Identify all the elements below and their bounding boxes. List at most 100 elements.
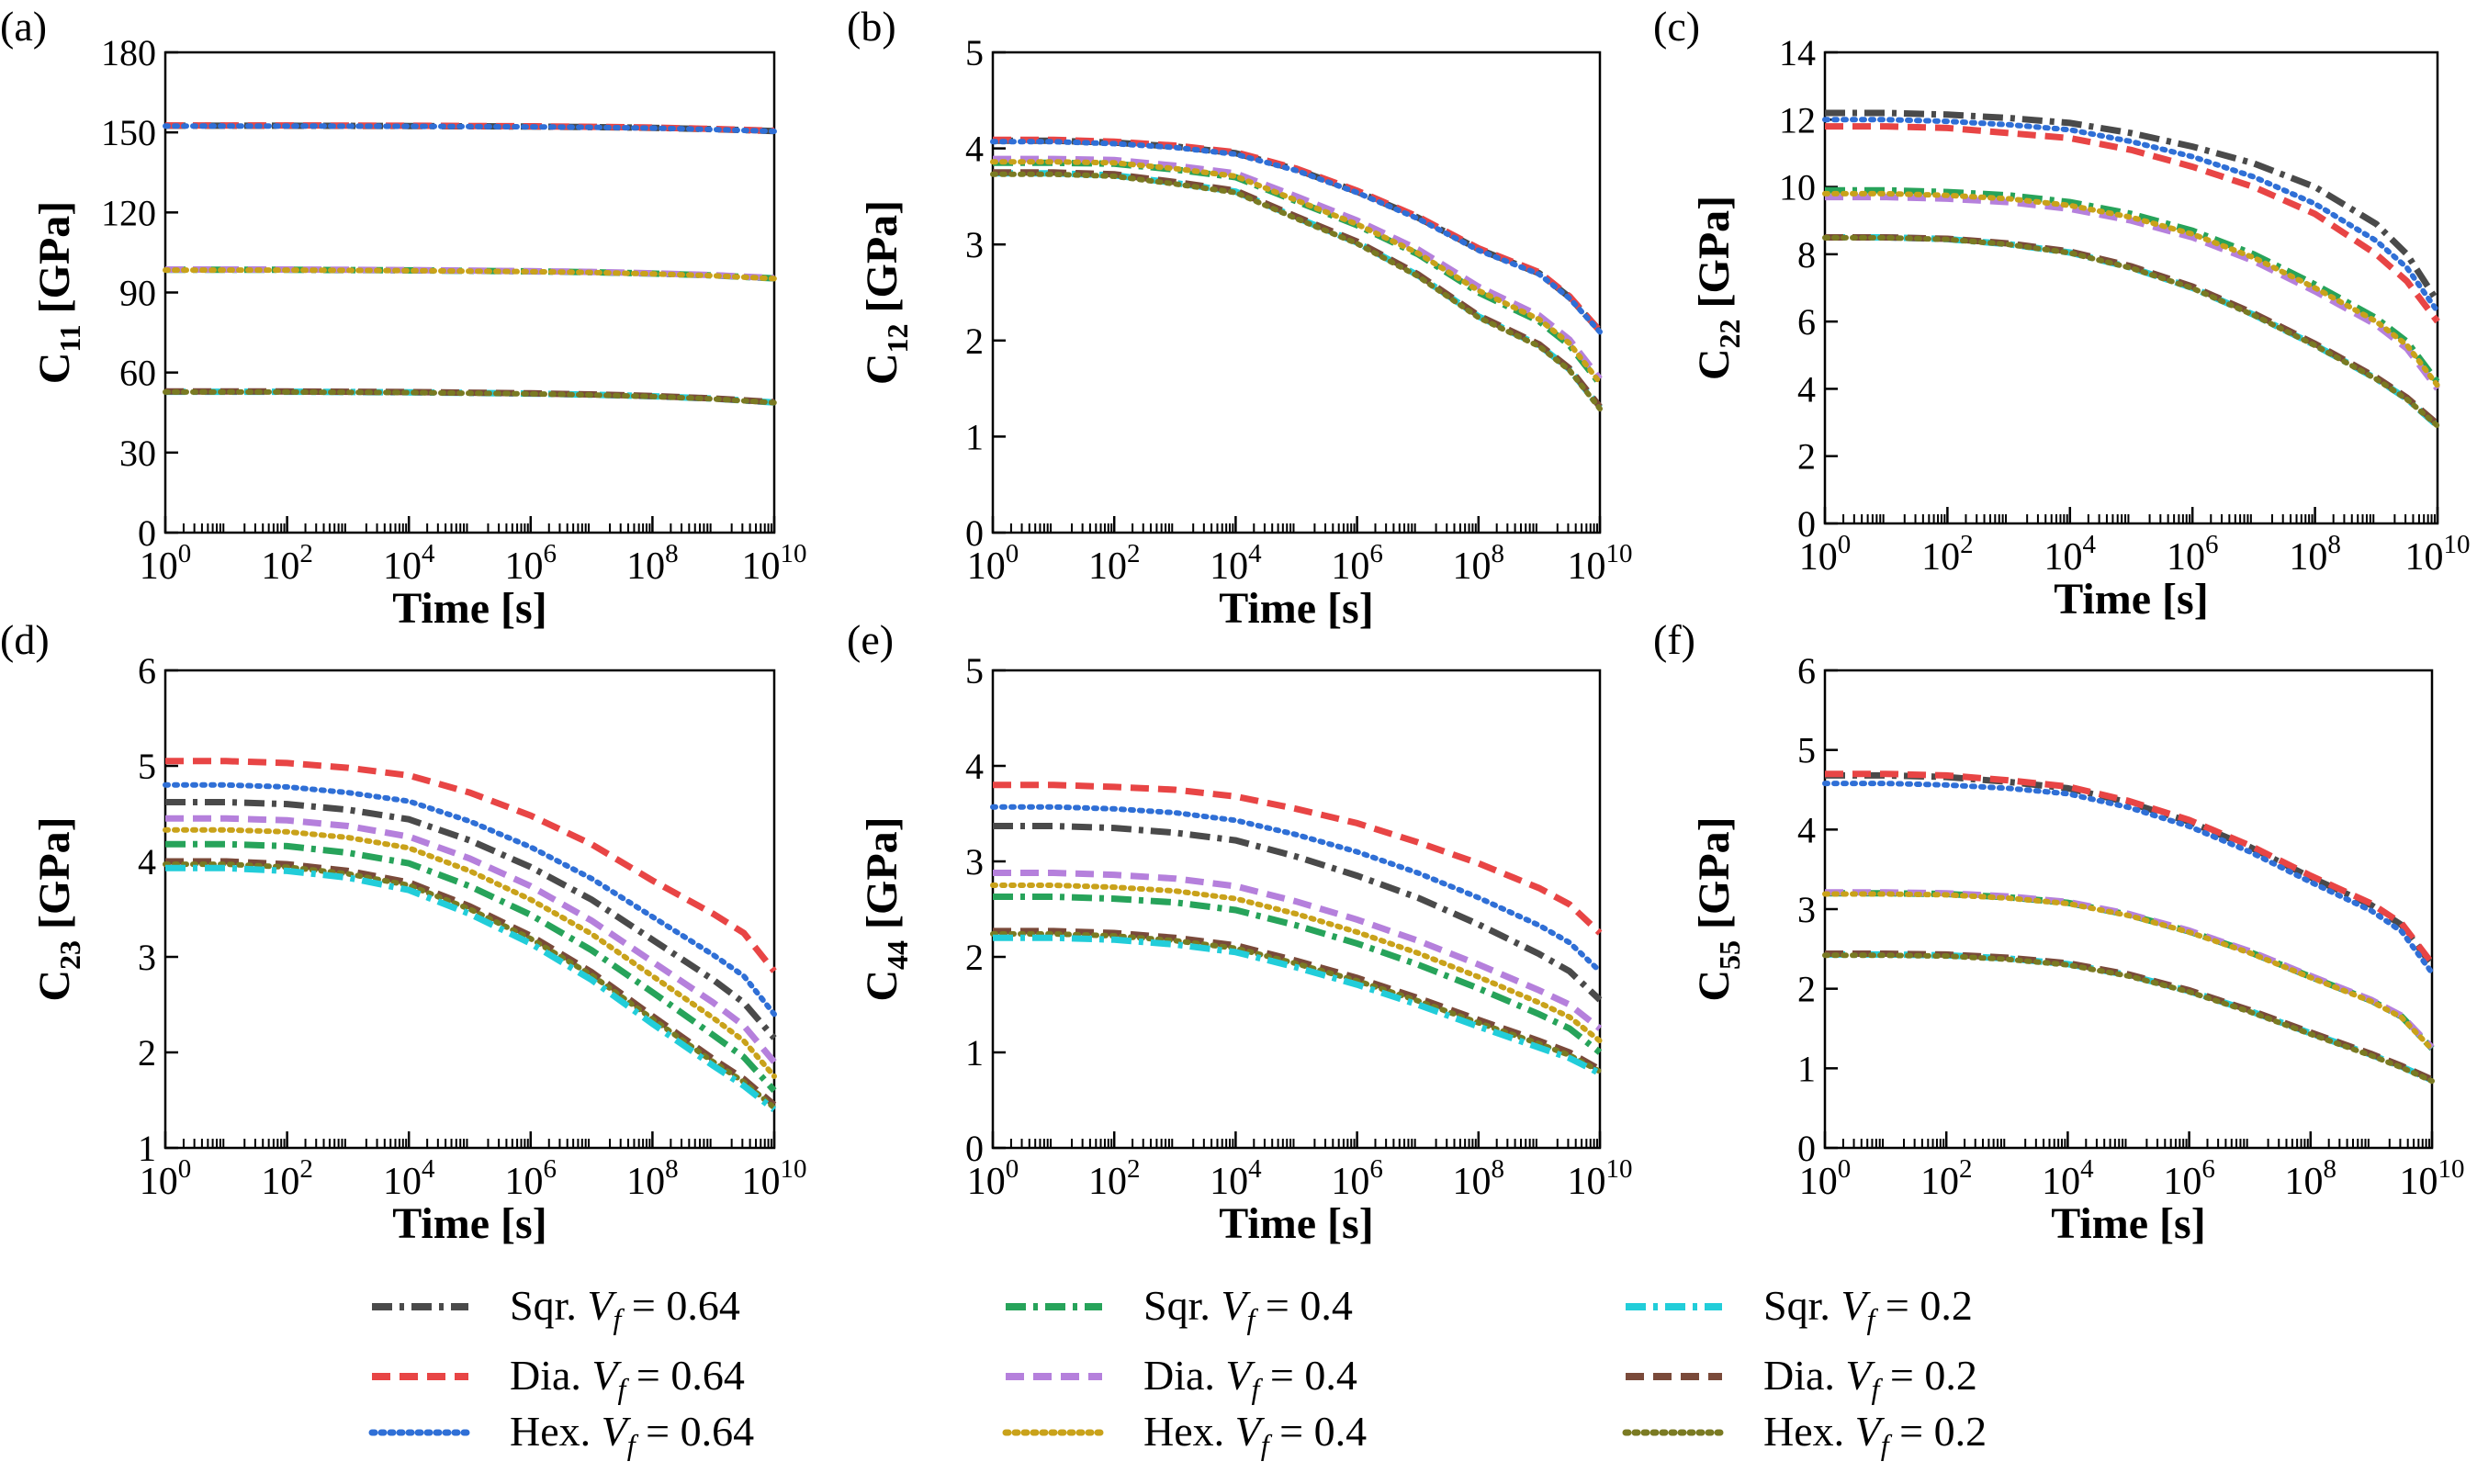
x-tick-label: 102 [1088,1154,1141,1203]
y-tick-label: 1 [965,1032,984,1074]
y-tick-label: 1 [1797,1048,1816,1089]
y-tick-label: 90 [119,273,156,314]
x-axis-label: Time [s] [2051,1199,2205,1248]
x-tick-label: 106 [1331,539,1383,588]
x-tick-label: 104 [383,1154,435,1203]
legend-item-sqr_064: Sqr. Vf = 0.64 [372,1282,740,1335]
chart-panel-1: (a)100 102 104 106 108 10100306090120150180Ti… [0,3,807,633]
legend-label: Dia. Vf = 0.2 [1763,1352,1977,1405]
y-axis-label: C44 [GPa] [858,816,914,1001]
y-axis-label: C22 [GPa] [1690,196,1746,380]
x-tick-label: 104 [2042,1154,2094,1203]
panel-label: (d) [0,616,50,663]
y-tick-label: 6 [1797,650,1816,691]
y-tick-label: 2 [1797,436,1816,478]
series-line-hex_02 [990,171,1603,412]
series-line-hex_064 [1822,117,2440,315]
legend-label: Hex. Vf = 0.2 [1763,1408,1987,1461]
panel-label: (a) [0,3,47,50]
series-line-hex_04 [990,883,1603,1044]
y-tick-label: 2 [138,1032,156,1074]
y-axis-label: C12 [GPa] [858,200,914,385]
x-axis-label: Time [s] [2054,575,2208,624]
y-tick-label: 60 [119,353,156,394]
legend-item-dia_02: Dia. Vf = 0.2 [1626,1352,1977,1405]
y-tick-label: 12 [1779,99,1816,141]
y-tick-label: 120 [101,192,156,233]
legend-label: Hex. Vf = 0.64 [510,1408,754,1461]
y-tick-label: 2 [965,320,984,362]
plot-frame [991,669,1602,1150]
series-line-hex_064 [163,781,777,1017]
y-tick-label: 0 [1797,503,1816,545]
panel-label: (c) [1653,3,1700,50]
legend-label: Dia. Vf = 0.64 [510,1352,745,1405]
y-tick-label: 30 [119,433,156,474]
y-axis-label: C55 [GPa] [1690,816,1746,1001]
y-tick-label: 5 [965,32,984,73]
series-line-dia_04 [993,155,1603,381]
y-tick-label: 0 [965,512,984,554]
x-tick-label: 102 [1921,530,1974,579]
y-tick-label: 3 [1797,889,1816,930]
x-tick-label: 1010 [2400,1154,2465,1203]
x-tick-label: 108 [626,539,679,588]
x-tick-label: 1010 [1568,1154,1633,1203]
plot-frame [163,669,776,1150]
x-tick-label: 108 [2285,1154,2337,1203]
series-line-hex_02 [990,931,1603,1074]
x-tick-label: 106 [1331,1154,1383,1203]
series-line-hex_064 [990,804,1603,974]
legend-label: Sqr. Vf = 0.64 [510,1282,740,1335]
series-line-dia_064 [993,781,1603,936]
x-tick-label: 102 [261,539,313,588]
series-line-dia_04 [165,815,777,1064]
y-tick-label: 3 [965,224,984,265]
y-tick-label: 4 [965,746,984,787]
x-tick-label: 108 [626,1154,679,1203]
legend-item-dia_064: Dia. Vf = 0.64 [372,1352,745,1405]
x-tick-label: 104 [383,539,435,588]
series-line-hex_064 [163,123,777,134]
y-tick-label: 4 [138,841,156,883]
series-line-hex_064 [990,139,1603,335]
y-axis-label: C23 [GPa] [30,816,86,1001]
x-tick-label: 1010 [742,1154,807,1203]
x-tick-label: 104 [1210,1154,1262,1203]
x-axis-label: Time [s] [392,584,546,633]
y-tick-label: 4 [1797,368,1816,410]
plot-frame [1823,51,2439,525]
x-tick-label: 108 [2289,530,2341,579]
x-tick-label: 1010 [2405,530,2471,579]
panel-label: (f) [1653,616,1695,663]
series-line-hex_02 [163,388,777,406]
y-tick-label: 10 [1779,167,1816,208]
x-axis-label: Time [s] [1219,584,1373,633]
series-line-hex_02 [1822,234,2440,429]
series-line-sqr_04 [165,840,777,1093]
x-tick-label: 104 [2044,530,2097,579]
legend-item-dia_04: Dia. Vf = 0.4 [1006,1352,1357,1405]
series-line-hex_04 [163,826,777,1079]
series-line-dia_02 [993,169,1603,410]
series-line-dia_064 [1825,770,2435,966]
series-line-sqr_02 [993,934,1602,1077]
y-tick-label: 0 [1797,1128,1816,1169]
x-tick-label: 108 [1453,539,1505,588]
y-tick-label: 3 [965,841,984,883]
series-line-dia_02 [993,928,1602,1073]
panel-label: (b) [847,3,896,50]
legend-label: Dia. Vf = 0.4 [1143,1352,1357,1405]
legend-item-hex_064: Hex. Vf = 0.64 [368,1408,754,1461]
y-tick-label: 0 [965,1128,984,1169]
x-tick-label: 102 [261,1154,313,1203]
x-tick-label: 1010 [1568,539,1633,588]
y-tick-label: 1 [138,1128,156,1169]
y-tick-label: 2 [1797,969,1816,1010]
y-tick-label: 6 [1797,301,1816,343]
